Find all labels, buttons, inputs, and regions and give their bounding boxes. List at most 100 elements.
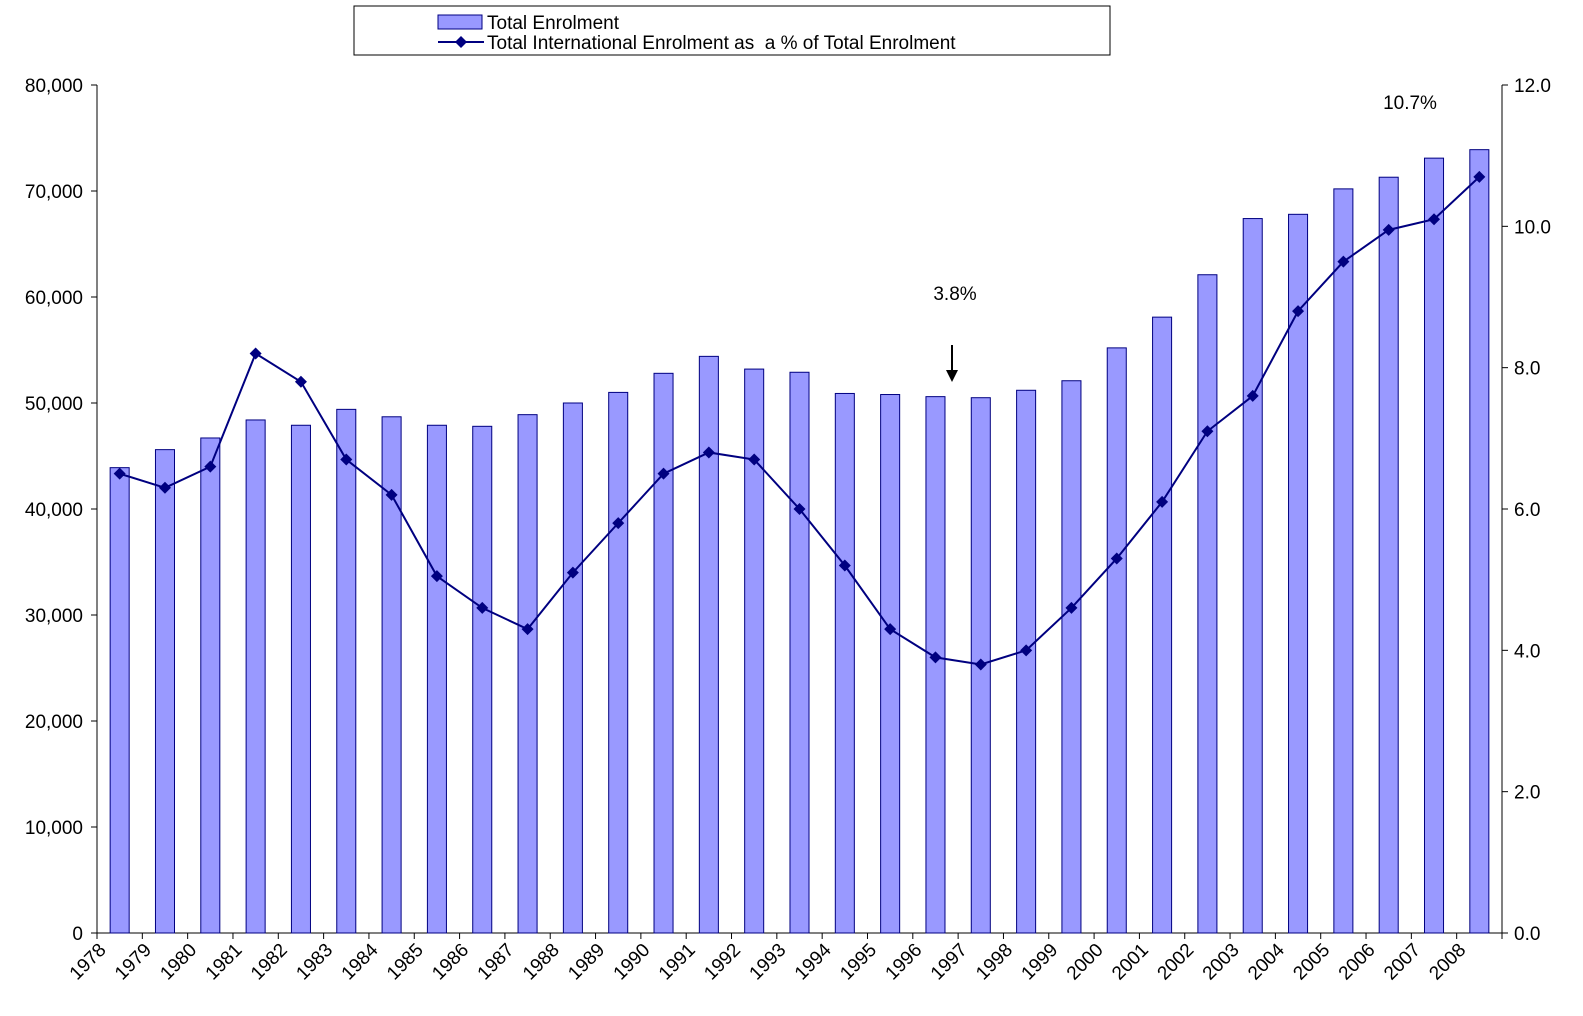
x-tick-label: 2005 bbox=[1289, 940, 1334, 985]
x-tick-label: 1985 bbox=[383, 940, 428, 985]
marker bbox=[158, 481, 171, 494]
x-tick-label: 1981 bbox=[202, 940, 247, 985]
x-tick-label: 1987 bbox=[474, 940, 519, 985]
x-tick-label: 1986 bbox=[428, 940, 473, 985]
bar bbox=[336, 408, 357, 934]
bar bbox=[1197, 274, 1218, 934]
marker bbox=[1292, 305, 1305, 318]
marker bbox=[566, 566, 579, 579]
x-tick-label: 1996 bbox=[882, 940, 927, 985]
x-tick-label: 2000 bbox=[1063, 940, 1108, 985]
bar bbox=[744, 368, 765, 934]
x-tick-label: 2004 bbox=[1244, 939, 1289, 984]
y-tick-label: 20,000 bbox=[25, 712, 83, 733]
x-tick-label: 1982 bbox=[247, 940, 292, 985]
marker bbox=[1156, 495, 1169, 508]
y-tick-label: 40,000 bbox=[25, 500, 83, 521]
legend-marker bbox=[455, 36, 467, 48]
bar bbox=[381, 416, 402, 934]
bar bbox=[109, 467, 130, 934]
legend-box bbox=[353, 5, 1111, 56]
marker bbox=[294, 375, 307, 388]
bar bbox=[472, 425, 493, 934]
bar bbox=[290, 424, 311, 934]
y-tick-label: 80,000 bbox=[25, 76, 83, 97]
x-tick-label: 1994 bbox=[791, 939, 836, 984]
x-tick-label: 1999 bbox=[1018, 940, 1063, 985]
marker bbox=[1110, 552, 1123, 565]
marker bbox=[385, 488, 398, 501]
x-tick-label: 2008 bbox=[1425, 940, 1470, 985]
x-tick-label: 1988 bbox=[519, 940, 564, 985]
x-tick-label: 1998 bbox=[972, 940, 1017, 985]
marker bbox=[249, 347, 262, 360]
x-tick-label: 1990 bbox=[610, 940, 655, 985]
marker bbox=[838, 559, 851, 572]
x-tick-label: 2007 bbox=[1380, 940, 1425, 985]
y-tick-label: 60,000 bbox=[25, 288, 83, 309]
x-tick-label: 1979 bbox=[111, 940, 156, 985]
y2-tick-label: 12.0 bbox=[1514, 76, 1551, 97]
bar bbox=[1469, 149, 1490, 934]
bar bbox=[517, 414, 538, 934]
marker bbox=[702, 446, 715, 459]
annotation: 3.8% bbox=[933, 284, 976, 305]
bar bbox=[1061, 380, 1082, 934]
y-tick-label: 50,000 bbox=[25, 394, 83, 415]
marker bbox=[612, 517, 625, 530]
bar bbox=[1423, 157, 1445, 934]
bar bbox=[1242, 218, 1263, 934]
y-tick-label: 0 bbox=[72, 924, 83, 945]
x-tick-label: 2001 bbox=[1108, 940, 1153, 985]
marker bbox=[1065, 601, 1078, 614]
x-tick-label: 2006 bbox=[1335, 940, 1380, 985]
x-tick-label: 1989 bbox=[564, 940, 609, 985]
y2-tick-label: 4.0 bbox=[1514, 641, 1540, 662]
x-tick-label: 1978 bbox=[66, 940, 111, 985]
bar bbox=[154, 449, 176, 934]
marker bbox=[884, 623, 897, 636]
x-tick-label: 2002 bbox=[1154, 940, 1199, 985]
y2-tick-label: 2.0 bbox=[1514, 783, 1540, 804]
x-tick-label: 1997 bbox=[927, 940, 972, 985]
bar bbox=[789, 371, 810, 934]
bar bbox=[1106, 347, 1127, 934]
x-tick-label: 1991 bbox=[655, 940, 700, 985]
marker bbox=[1473, 170, 1486, 183]
x-tick-label: 1992 bbox=[700, 940, 745, 985]
bar bbox=[1378, 176, 1399, 934]
y2-tick-label: 8.0 bbox=[1514, 359, 1540, 380]
marker bbox=[521, 623, 534, 636]
marker bbox=[1246, 389, 1259, 402]
bar bbox=[698, 355, 719, 934]
marker bbox=[1020, 644, 1033, 657]
marker bbox=[748, 453, 761, 466]
legend-swatch bbox=[437, 14, 483, 30]
annotation: 10.7% bbox=[1383, 93, 1437, 114]
x-tick-label: 1984 bbox=[338, 939, 383, 984]
bar bbox=[1016, 389, 1037, 934]
annotation-arrow-head bbox=[946, 370, 958, 382]
bar bbox=[1333, 188, 1354, 934]
marker bbox=[340, 453, 353, 466]
y-tick-label: 30,000 bbox=[25, 606, 83, 627]
marker bbox=[1428, 213, 1441, 226]
bar bbox=[562, 402, 583, 934]
marker bbox=[113, 467, 126, 480]
legend-label: Total Enrolment bbox=[487, 13, 620, 34]
y2-tick-label: 0.0 bbox=[1514, 924, 1540, 945]
marker bbox=[204, 460, 217, 473]
bar bbox=[608, 391, 629, 934]
legend-label: Total International Enrolment as a % of … bbox=[487, 33, 956, 54]
bar bbox=[426, 424, 447, 934]
x-tick-label: 1980 bbox=[156, 940, 201, 985]
bar bbox=[925, 396, 946, 934]
x-tick-label: 2003 bbox=[1199, 940, 1244, 985]
x-tick-label: 1993 bbox=[746, 940, 791, 985]
bar bbox=[834, 392, 855, 934]
marker bbox=[974, 658, 987, 671]
marker bbox=[1337, 255, 1350, 268]
marker bbox=[929, 651, 942, 664]
bar bbox=[1152, 316, 1173, 934]
